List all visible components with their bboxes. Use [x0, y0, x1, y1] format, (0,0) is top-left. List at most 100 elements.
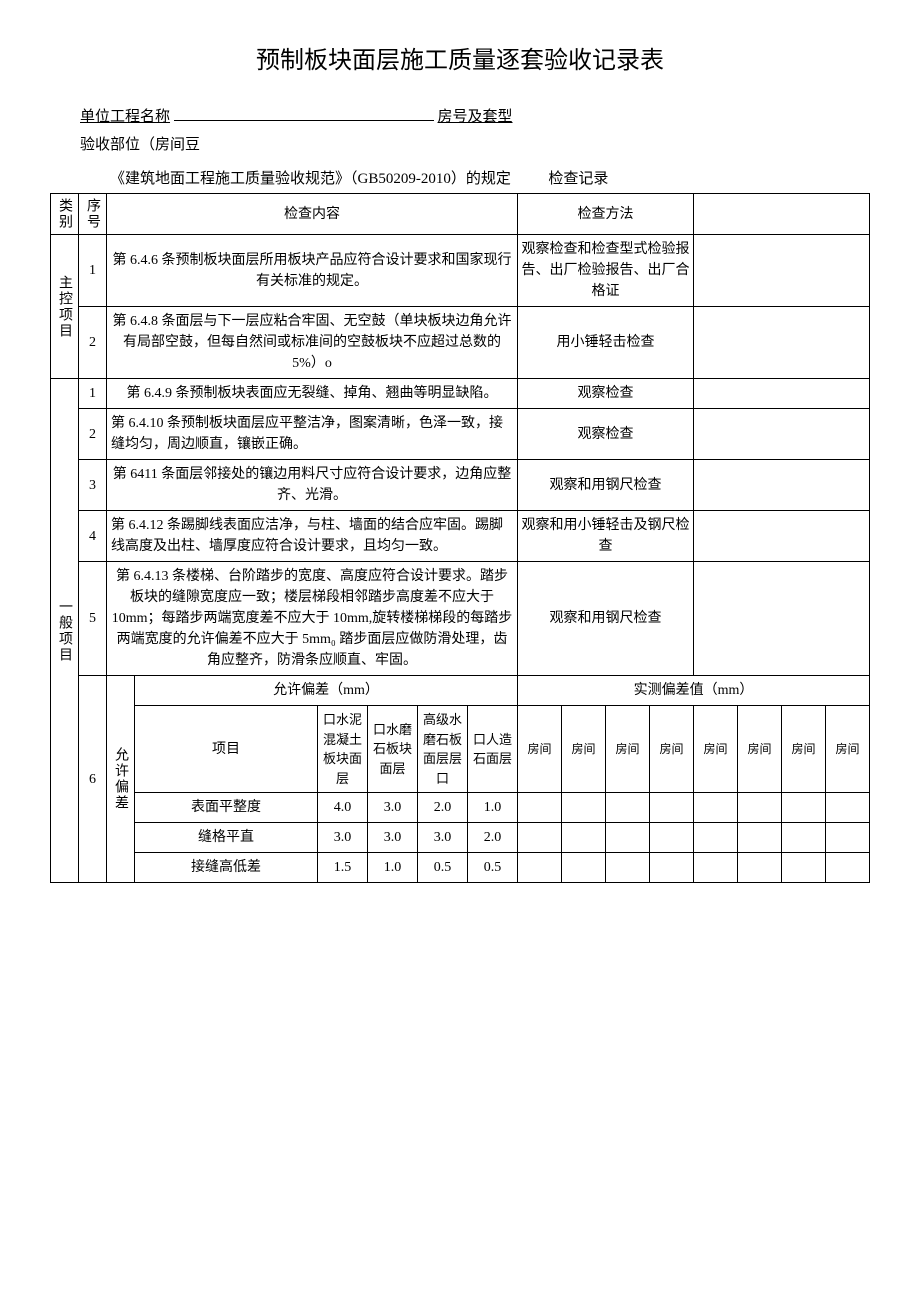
col-method: 检查方法: [518, 194, 694, 235]
unit-blank: [174, 106, 434, 121]
main-record-1: [694, 235, 870, 307]
main-method-2: 用小锤轻击检查: [518, 307, 694, 379]
tol-subheader-row: 项目 口水泥混凝土板块面层 口水磨石板块面层 高级水磨石板面层层口 口人造石面层…: [51, 706, 870, 793]
room-h-8: 房间: [826, 706, 870, 793]
main-seq-1: 1: [79, 235, 107, 307]
tol-m-14: [694, 823, 738, 853]
gen-seq-4: 4: [79, 511, 107, 562]
tol-m-25: [738, 853, 782, 883]
tol-v-12: 3.0: [418, 823, 468, 853]
main-content-2: 第 6.4.8 条面层与下一层应粘合牢固、无空鼓（单块板块边角允许有局部空鼓，但…: [107, 307, 518, 379]
tol-v-10: 3.0: [318, 823, 368, 853]
tol-m-00: [518, 793, 562, 823]
tol-m-05: [738, 793, 782, 823]
tol-item-label: 项目: [135, 706, 318, 793]
spec-line: 《建筑地面工程施工质量验收规范》（GB50209-2010）的规定 检查记录: [110, 167, 870, 188]
tol-m-23: [650, 853, 694, 883]
gen-record-1: [694, 379, 870, 409]
tol-seq: 6: [79, 676, 107, 883]
gen-content-4: 第 6.4.12 条踢脚线表面应洁净，与柱、墙面的结合应牢固。踢脚线高度及出柱、…: [107, 511, 518, 562]
col-content: 检查内容: [107, 194, 518, 235]
tol-v-11: 3.0: [368, 823, 418, 853]
main-category: 主控项目: [51, 235, 79, 379]
main-content-1: 第 6.4.6 条预制板块面层所用板块产品应符合设计要求和国家现行有关标准的规定…: [107, 235, 518, 307]
record-label: 检查记录: [548, 171, 608, 187]
tol-v-00: 4.0: [318, 793, 368, 823]
tol-m-06: [782, 793, 826, 823]
gen-record-2: [694, 409, 870, 460]
tol-v-13: 2.0: [468, 823, 518, 853]
tol-m-24: [694, 853, 738, 883]
table-header-row: 类别 序号 检查内容 检查方法: [51, 194, 870, 235]
tol-name-1: 缝格平直: [135, 823, 318, 853]
page-title: 预制板块面层施工质量逐套验收记录表: [50, 40, 870, 75]
gen-row-2: 2 第 6.4.10 条预制板块面层应平整洁净，图案清晰，色泽一致，接缝均匀，周…: [51, 409, 870, 460]
tol-name-0: 表面平整度: [135, 793, 318, 823]
tol-name-2: 接缝高低差: [135, 853, 318, 883]
tol-ch-3: 口人造石面层: [468, 706, 518, 793]
gen-record-3: [694, 460, 870, 511]
room-h-4: 房间: [650, 706, 694, 793]
main-row-2: 2 第 6.4.8 条面层与下一层应粘合牢固、无空鼓（单块板块边角允许有局部空鼓…: [51, 307, 870, 379]
tol-m-17: [826, 823, 870, 853]
gen-method-1: 观察检查: [518, 379, 694, 409]
main-seq-2: 2: [79, 307, 107, 379]
inspection-table: 类别 序号 检查内容 检查方法 主控项目 1 第 6.4.6 条预制板块面层所用…: [50, 193, 870, 883]
main-record-2: [694, 307, 870, 379]
gen-row-4: 4 第 6.4.12 条踢脚线表面应洁净，与柱、墙面的结合应牢固。踢脚线高度及出…: [51, 511, 870, 562]
tol-m-15: [738, 823, 782, 853]
tol-row-1: 缝格平直 3.0 3.0 3.0 2.0: [51, 823, 870, 853]
gen-method-4: 观察和用小锤轻击及钢尺检查: [518, 511, 694, 562]
tol-m-20: [518, 853, 562, 883]
tol-m-11: [562, 823, 606, 853]
spec-text: 《建筑地面工程施工质量验收规范》（GB50209-2010）的规定: [110, 171, 511, 187]
gen-row-3: 3 第 6411 条面层邻接处的镶边用料尺寸应符合设计要求，边角应整齐、光滑。 …: [51, 460, 870, 511]
main-row-1: 主控项目 1 第 6.4.6 条预制板块面层所用板块产品应符合设计要求和国家现行…: [51, 235, 870, 307]
gen-method-5: 观察和用钢尺检查: [518, 562, 694, 676]
header-unit: 单位工程名称 房号及套型: [80, 105, 870, 129]
tol-measured-header: 实测偏差值（mm）: [518, 676, 870, 706]
tol-row-0: 表面平整度 4.0 3.0 2.0 1.0: [51, 793, 870, 823]
gen-content-2: 第 6.4.10 条预制板块面层应平整洁净，图案清晰，色泽一致，接缝均匀，周边顺…: [107, 409, 518, 460]
tol-m-22: [606, 853, 650, 883]
gen-row-5: 5 第 6.4.13 条楼梯、台阶踏步的宽度、高度应符合设计要求。踏步板块的缝隙…: [51, 562, 870, 676]
gen-seq-3: 3: [79, 460, 107, 511]
room-h-1: 房间: [518, 706, 562, 793]
tol-v-22: 0.5: [418, 853, 468, 883]
tol-m-27: [826, 853, 870, 883]
tol-allowed-header: 允许偏差（mm）: [135, 676, 518, 706]
tol-m-04: [694, 793, 738, 823]
room-h-6: 房间: [738, 706, 782, 793]
room-h-5: 房间: [694, 706, 738, 793]
tol-m-12: [606, 823, 650, 853]
tol-m-16: [782, 823, 826, 853]
tol-m-10: [518, 823, 562, 853]
gen-method-2: 观察检查: [518, 409, 694, 460]
general-category: 一般项目: [51, 379, 79, 883]
gen-seq-1: 1: [79, 379, 107, 409]
gen-seq-5: 5: [79, 562, 107, 676]
gen-content-3: 第 6411 条面层邻接处的镶边用料尺寸应符合设计要求，边角应整齐、光滑。: [107, 460, 518, 511]
tol-ch-2: 高级水磨石板面层层口: [418, 706, 468, 793]
tol-m-01: [562, 793, 606, 823]
tol-m-03: [650, 793, 694, 823]
tol-ch-0: 口水泥混凝土板块面层: [318, 706, 368, 793]
gen-record-4: [694, 511, 870, 562]
main-method-1: 观察检查和检查型式检验报告、出厂检验报告、出厂合格证: [518, 235, 694, 307]
tol-row-2: 接缝高低差 1.5 1.0 0.5 0.5: [51, 853, 870, 883]
col-seq: 序号: [79, 194, 107, 235]
gen-record-5: [694, 562, 870, 676]
tol-m-13: [650, 823, 694, 853]
tol-v-03: 1.0: [468, 793, 518, 823]
header-accept: 验收部位（房间豆: [80, 133, 870, 157]
tol-v-23: 0.5: [468, 853, 518, 883]
col-cat: 类别: [51, 194, 79, 235]
gen-row-1: 一般项目 1 第 6.4.9 条预制板块表面应无裂缝、掉角、翘曲等明显缺陷。 观…: [51, 379, 870, 409]
room-h-3: 房间: [606, 706, 650, 793]
tol-ch-1: 口水磨石板块面层: [368, 706, 418, 793]
tol-v-20: 1.5: [318, 853, 368, 883]
room-h-7: 房间: [782, 706, 826, 793]
tol-label: 允许偏差: [107, 676, 135, 883]
tol-m-26: [782, 853, 826, 883]
tol-v-02: 2.0: [418, 793, 468, 823]
